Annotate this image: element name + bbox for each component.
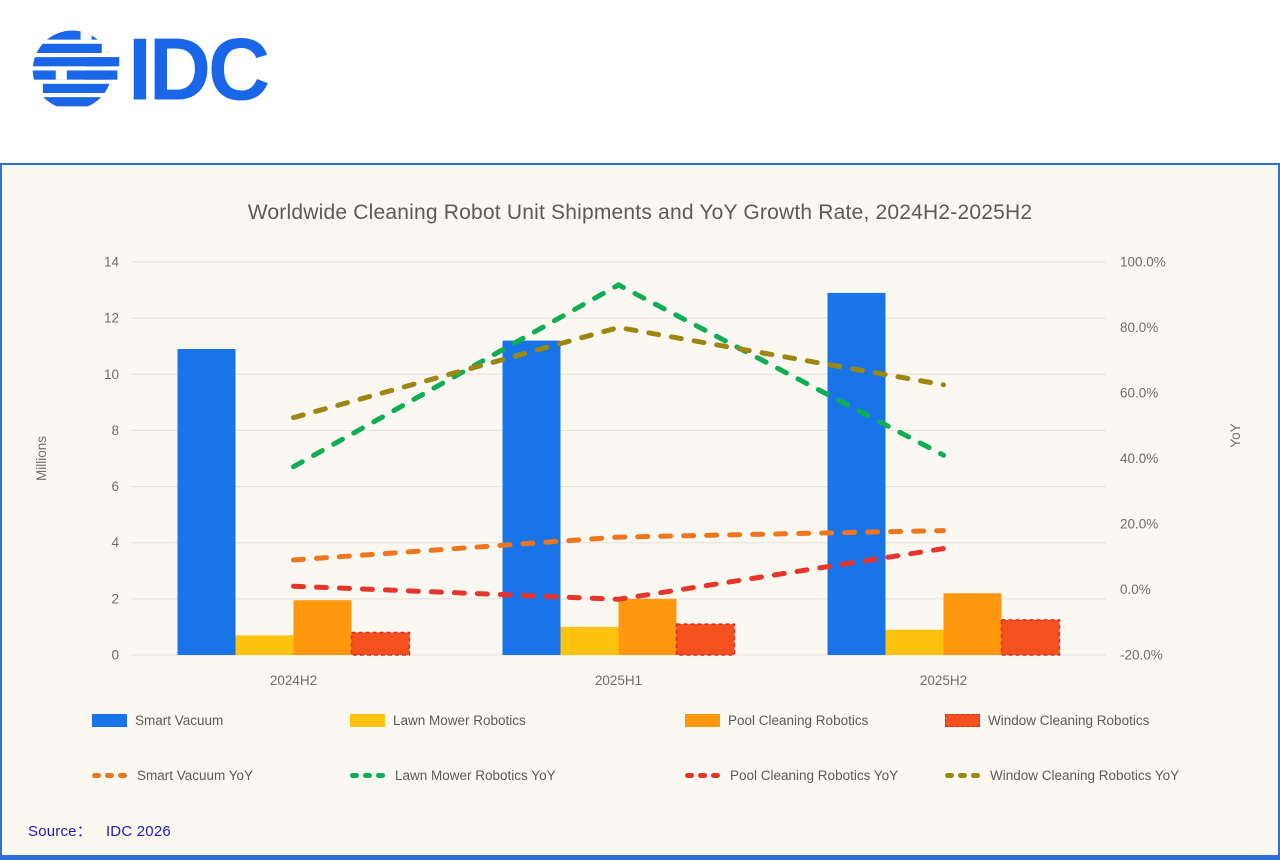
legend-item-lawn-mower: Lawn Mower Robotics: [350, 710, 526, 730]
legend-label: Smart Vacuum YoY: [137, 767, 254, 783]
legend-item-smart-vacuum-yoy: Smart Vacuum YoY: [92, 765, 253, 785]
bar-smart-vacuum-2025H2: [827, 292, 886, 655]
bar-lawn-mower-robotics-2025H2: [885, 629, 944, 655]
legend-item-smart-vacuum: Smart Vacuum: [92, 710, 223, 730]
pool-cleaning-yoy-swatch: [685, 772, 722, 778]
legend-label: Pool Cleaning Robotics YoY: [730, 767, 899, 783]
line-smart-vacuum-yoy: [291, 528, 946, 563]
lawn-mower-yoy-swatch: [350, 772, 387, 778]
legend-item-lawn-mower-yoy: Lawn Mower Robotics YoY: [350, 765, 556, 785]
legend-item-window-cleaning: Window Cleaning Robotics: [945, 710, 1149, 730]
idc-logo-text: IDC: [128, 21, 270, 119]
left-axis-title: Millions: [34, 436, 49, 481]
window-cleaning-swatch: [945, 713, 980, 727]
line-pool-cleaning-robotics-yoy: [291, 546, 946, 602]
left-axis-tick-label: 6: [111, 479, 119, 494]
right-axis-tick-label: 40.0%: [1120, 451, 1158, 466]
chart-title: Worldwide Cleaning Robot Unit Shipments …: [247, 201, 1033, 224]
left-axis-tick-label: 0: [111, 648, 119, 663]
x-axis-category-label: 2025H2: [920, 673, 967, 688]
pool-cleaning-swatch: [685, 713, 720, 727]
x-axis-category-label: 2024H2: [270, 673, 317, 688]
legend-item-pool-cleaning: Pool Cleaning Robotics: [685, 710, 868, 730]
left-axis-tick-label: 12: [104, 311, 119, 326]
lawn-mower-swatch: [350, 713, 385, 727]
smart-vacuum-swatch: [92, 713, 127, 727]
left-axis-tick-label: 10: [104, 367, 119, 382]
bar-pool-cleaning-robotics-2025H1: [618, 598, 677, 655]
idc-logo: IDC: [30, 21, 270, 119]
bar-lawn-mower-robotics-2024H2: [235, 635, 294, 655]
smart-vacuum-yoy-swatch: [92, 772, 129, 778]
legend-label: Smart Vacuum: [135, 712, 224, 728]
right-axis-title: YoY: [1228, 423, 1243, 447]
legend-label: Window Cleaning Robotics: [988, 712, 1150, 728]
legend-item-pool-cleaning-yoy: Pool Cleaning Robotics YoY: [685, 765, 898, 785]
right-axis-tick-label: 0.0%: [1120, 582, 1151, 597]
bar-pool-cleaning-robotics-2025H2: [943, 593, 1002, 655]
left-axis-tick-label: 4: [111, 535, 119, 550]
legend-item-window-cleaning-yoy: Window Cleaning Robotics YoY: [945, 765, 1179, 785]
bar-lawn-mower-robotics-2025H1: [560, 626, 619, 655]
right-axis-tick-label: 100.0%: [1120, 255, 1166, 270]
bar-window-cleaning-robotics-2025H1: [675, 623, 736, 656]
idc-globe-icon: [32, 30, 120, 107]
source-note: Source： IDC 2026: [28, 820, 171, 841]
legend-label: Pool Cleaning Robotics: [728, 712, 869, 728]
chart-panel: Worldwide Cleaning Robot Unit Shipments …: [0, 163, 1280, 860]
bar-smart-vacuum-2024H2: [177, 349, 236, 655]
source-value: IDC 2026: [105, 823, 171, 840]
legend-label: Lawn Mower Robotics YoY: [395, 767, 556, 783]
line-lawn-mower-robotics-yoy: [291, 282, 946, 470]
left-axis-tick-label: 14: [104, 255, 120, 270]
bar-window-cleaning-robotics-2025H2: [1000, 619, 1061, 656]
bar-window-cleaning-robotics-2024H2: [350, 631, 411, 656]
source-prefix: Source：: [28, 823, 92, 840]
right-axis-tick-label: 60.0%: [1120, 386, 1158, 401]
legend-label: Window Cleaning Robotics YoY: [990, 767, 1180, 783]
left-axis-tick-label: 8: [111, 423, 119, 438]
left-axis-tick-label: 2: [111, 591, 119, 606]
bar-pool-cleaning-robotics-2024H2: [293, 600, 352, 655]
x-axis-category-label: 2025H1: [595, 673, 642, 688]
line-window-cleaning-robotics-yoy: [291, 324, 946, 421]
right-axis-tick-label: -20.0%: [1120, 648, 1163, 663]
bar-smart-vacuum-2025H1: [502, 340, 561, 655]
right-axis-tick-label: 80.0%: [1120, 320, 1158, 335]
window-cleaning-yoy-swatch: [945, 772, 982, 778]
combo-chart: 0 2 4 6 8 10 12 14 -20.0% 0.0% 20.0% 40.0% 60.0% 80.0…: [34, 255, 1243, 689]
right-axis-tick-label: 20.0%: [1120, 517, 1158, 532]
legend-label: Lawn Mower Robotics: [393, 712, 526, 728]
